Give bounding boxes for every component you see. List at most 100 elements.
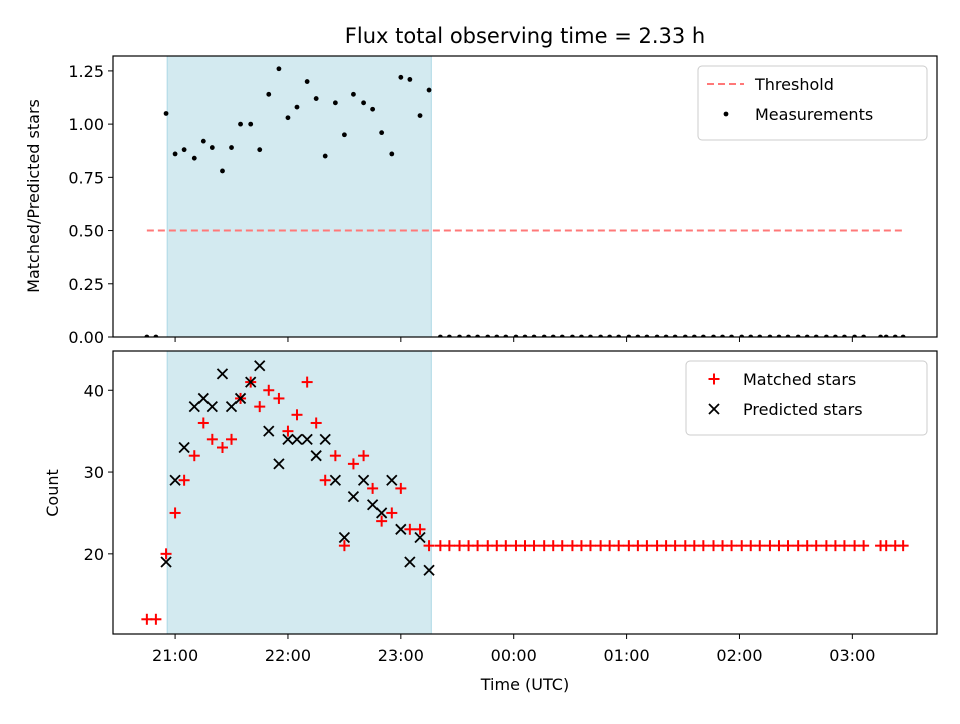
data-point-dot xyxy=(426,87,432,93)
legend-swatch-cross xyxy=(708,403,720,415)
data-point-cross-b xyxy=(301,433,313,445)
data-point-plus xyxy=(291,409,303,421)
data-point-cross xyxy=(188,400,200,413)
data-point-dot xyxy=(276,66,282,72)
y-tick-label: 40 xyxy=(84,381,104,400)
data-point-cross-b xyxy=(347,490,360,503)
data-point-dot xyxy=(351,91,356,97)
panel-bottom: 20 30 40 21:00 22:00 23:00 00:00 01:00 02:00 03:0… xyxy=(84,350,938,665)
data-point-plus xyxy=(395,482,407,494)
x-tick-label: 00:00 xyxy=(491,646,537,665)
y-tick-label: 0.25 xyxy=(68,275,104,294)
data-point-cross xyxy=(376,507,388,519)
y-tick-label: 0.50 xyxy=(68,222,104,241)
data-point-dot xyxy=(313,96,319,101)
data-point-plus xyxy=(838,540,850,552)
data-point-dot xyxy=(389,151,395,157)
data-point-plus xyxy=(273,392,285,404)
y-tick-label: 0.75 xyxy=(68,168,104,187)
data-point-cross-b xyxy=(160,556,172,568)
data-point-cross xyxy=(338,531,351,544)
data-point-plus xyxy=(319,474,331,486)
data-point-cross xyxy=(282,433,294,445)
data-point-plus xyxy=(310,417,322,429)
data-point-dot xyxy=(379,130,385,136)
data-point-cross xyxy=(366,499,379,511)
data-point-plus xyxy=(386,507,398,519)
data-point-dot xyxy=(181,147,187,153)
data-point-plus xyxy=(367,482,379,494)
data-point-plus xyxy=(414,523,426,535)
data-point-dot xyxy=(294,104,300,110)
legend-label: Threshold xyxy=(754,75,834,94)
data-point-cross-b xyxy=(178,441,190,454)
legend-label: Predicted stars xyxy=(743,400,863,419)
data-point-cross xyxy=(301,433,313,445)
data-point-cross xyxy=(245,376,257,388)
data-point-dot xyxy=(229,145,234,150)
data-point-cross-b xyxy=(273,458,285,470)
data-point-cross-b xyxy=(188,400,200,413)
observing-window-shade xyxy=(166,350,432,635)
data-point-plus xyxy=(254,401,266,413)
data-point-cross xyxy=(206,400,218,413)
data-point-cross xyxy=(234,392,247,405)
x-axis-label: Time (UTC) xyxy=(480,675,569,694)
data-point-cross-b xyxy=(366,499,379,511)
data-point-cross xyxy=(291,433,303,445)
legend-box xyxy=(697,65,928,141)
data-point-plus xyxy=(472,540,484,552)
data-point-cross-b xyxy=(310,450,322,462)
data-point-cross xyxy=(414,531,426,544)
observing-window-shade xyxy=(166,55,432,338)
y-tick-label: 30 xyxy=(84,463,104,482)
data-point-plus xyxy=(197,417,209,429)
data-point-plus xyxy=(726,540,738,552)
y-tick-label: 1.25 xyxy=(68,62,104,81)
data-point-cross-b xyxy=(245,376,257,388)
data-point-cross-b xyxy=(395,523,407,535)
data-point-cross-b xyxy=(338,531,351,544)
x-tick-label: 21:00 xyxy=(152,646,198,665)
data-point-dot xyxy=(257,147,263,153)
data-point-dot xyxy=(163,111,169,116)
data-point-plus xyxy=(178,474,190,486)
data-point-plus xyxy=(754,540,766,552)
axes-frame xyxy=(112,350,938,635)
data-point-cross-b xyxy=(376,507,388,519)
data-point-cross xyxy=(386,474,398,486)
data-point-plus xyxy=(500,540,512,552)
data-point-dot xyxy=(191,155,197,161)
data-point-cross xyxy=(319,433,331,445)
data-point-cross xyxy=(160,556,172,568)
y-axis-label-top: Matched/Predicted stars xyxy=(24,99,43,293)
series-predicted-stars xyxy=(160,360,435,576)
data-point-plus xyxy=(169,507,181,519)
data-point-plus xyxy=(301,376,313,388)
x-tick-label: 23:00 xyxy=(378,646,424,665)
data-point-dot xyxy=(417,113,423,119)
data-point-cross xyxy=(197,392,209,405)
data-point-cross xyxy=(310,450,322,462)
data-point-dot xyxy=(172,151,178,157)
data-point-dot xyxy=(341,132,347,138)
data-point-plus xyxy=(641,540,653,552)
legend-swatch-dot xyxy=(723,111,729,117)
data-point-plus xyxy=(697,540,709,552)
axes-frame xyxy=(112,55,938,338)
data-point-plus xyxy=(669,540,681,552)
data-point-cross-b xyxy=(319,433,331,445)
data-point-plus xyxy=(810,540,822,552)
y-tick-label: 0.00 xyxy=(68,328,104,347)
data-point-cross xyxy=(254,360,266,372)
data-point-plus xyxy=(150,613,162,625)
series-matched-stars xyxy=(141,376,909,625)
data-point-plus xyxy=(584,540,596,552)
data-point-plus xyxy=(404,523,416,535)
data-point-cross xyxy=(216,368,229,380)
legend-top: Threshold Measurements xyxy=(697,65,928,141)
data-point-plus xyxy=(226,433,238,445)
legend-box xyxy=(685,360,928,436)
data-point-cross xyxy=(347,490,360,503)
